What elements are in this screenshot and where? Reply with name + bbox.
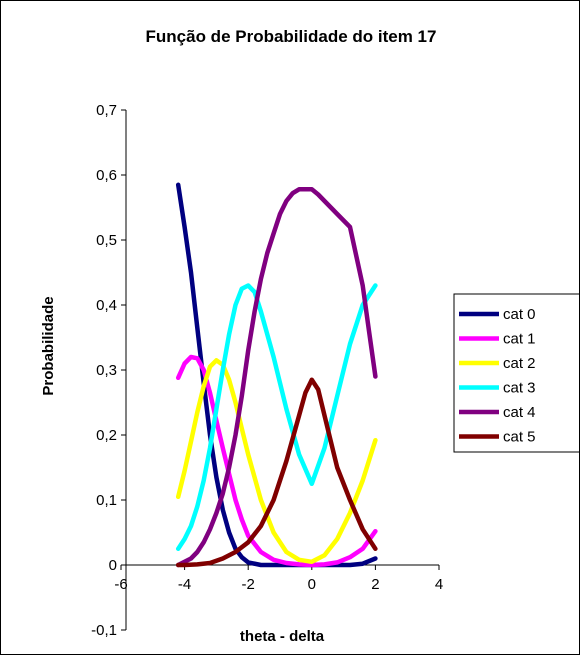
x-axis-label: theta - delta bbox=[240, 628, 325, 645]
y-tick-label: -0,1 bbox=[91, 622, 117, 639]
legend-label: cat 0 bbox=[503, 306, 536, 323]
y-axis-label: Probabilidade bbox=[40, 296, 57, 395]
x-tick-label: -4 bbox=[178, 576, 191, 593]
legend-label: cat 2 bbox=[503, 355, 536, 372]
legend: cat 0 cat 1 cat 2 cat 3 cat 4 cat 5 bbox=[453, 293, 580, 453]
legend-label: cat 4 bbox=[503, 404, 536, 421]
y-tick-label: 0,1 bbox=[96, 492, 117, 509]
series-line-4 bbox=[175, 187, 378, 568]
legend-label: cat 1 bbox=[503, 331, 536, 348]
y-tick-label: 0,5 bbox=[96, 232, 117, 249]
x-tick-label: 4 bbox=[435, 576, 443, 593]
axes: -0,1 0 0,1 0,2 0,3 0,4 0,5 0,6 0,7 -6 -4 -2 0 2 4 bbox=[91, 102, 443, 639]
y-tick-label: 0,2 bbox=[96, 427, 117, 444]
x-tick-label: -6 bbox=[114, 576, 127, 593]
legend-box bbox=[453, 293, 580, 453]
series-line-1 bbox=[175, 354, 378, 568]
x-tick-label: 2 bbox=[371, 576, 379, 593]
x-tick-label: 0 bbox=[308, 576, 316, 593]
legend-label: cat 3 bbox=[503, 380, 536, 397]
legend-label: cat 5 bbox=[503, 429, 536, 446]
y-tick-label: 0 bbox=[109, 557, 117, 574]
series-line-5 bbox=[175, 377, 378, 568]
y-tick-label: 0,6 bbox=[96, 167, 117, 184]
y-tick-label: 0,3 bbox=[96, 362, 117, 379]
chart-title: Função de Probabilidade do item 17 bbox=[146, 27, 437, 46]
y-tick-label: 0,4 bbox=[96, 297, 117, 314]
y-tick-label: 0,7 bbox=[96, 102, 117, 119]
series-lines bbox=[175, 182, 378, 568]
series-line-2 bbox=[175, 358, 378, 565]
x-tick-label: -2 bbox=[242, 576, 255, 593]
